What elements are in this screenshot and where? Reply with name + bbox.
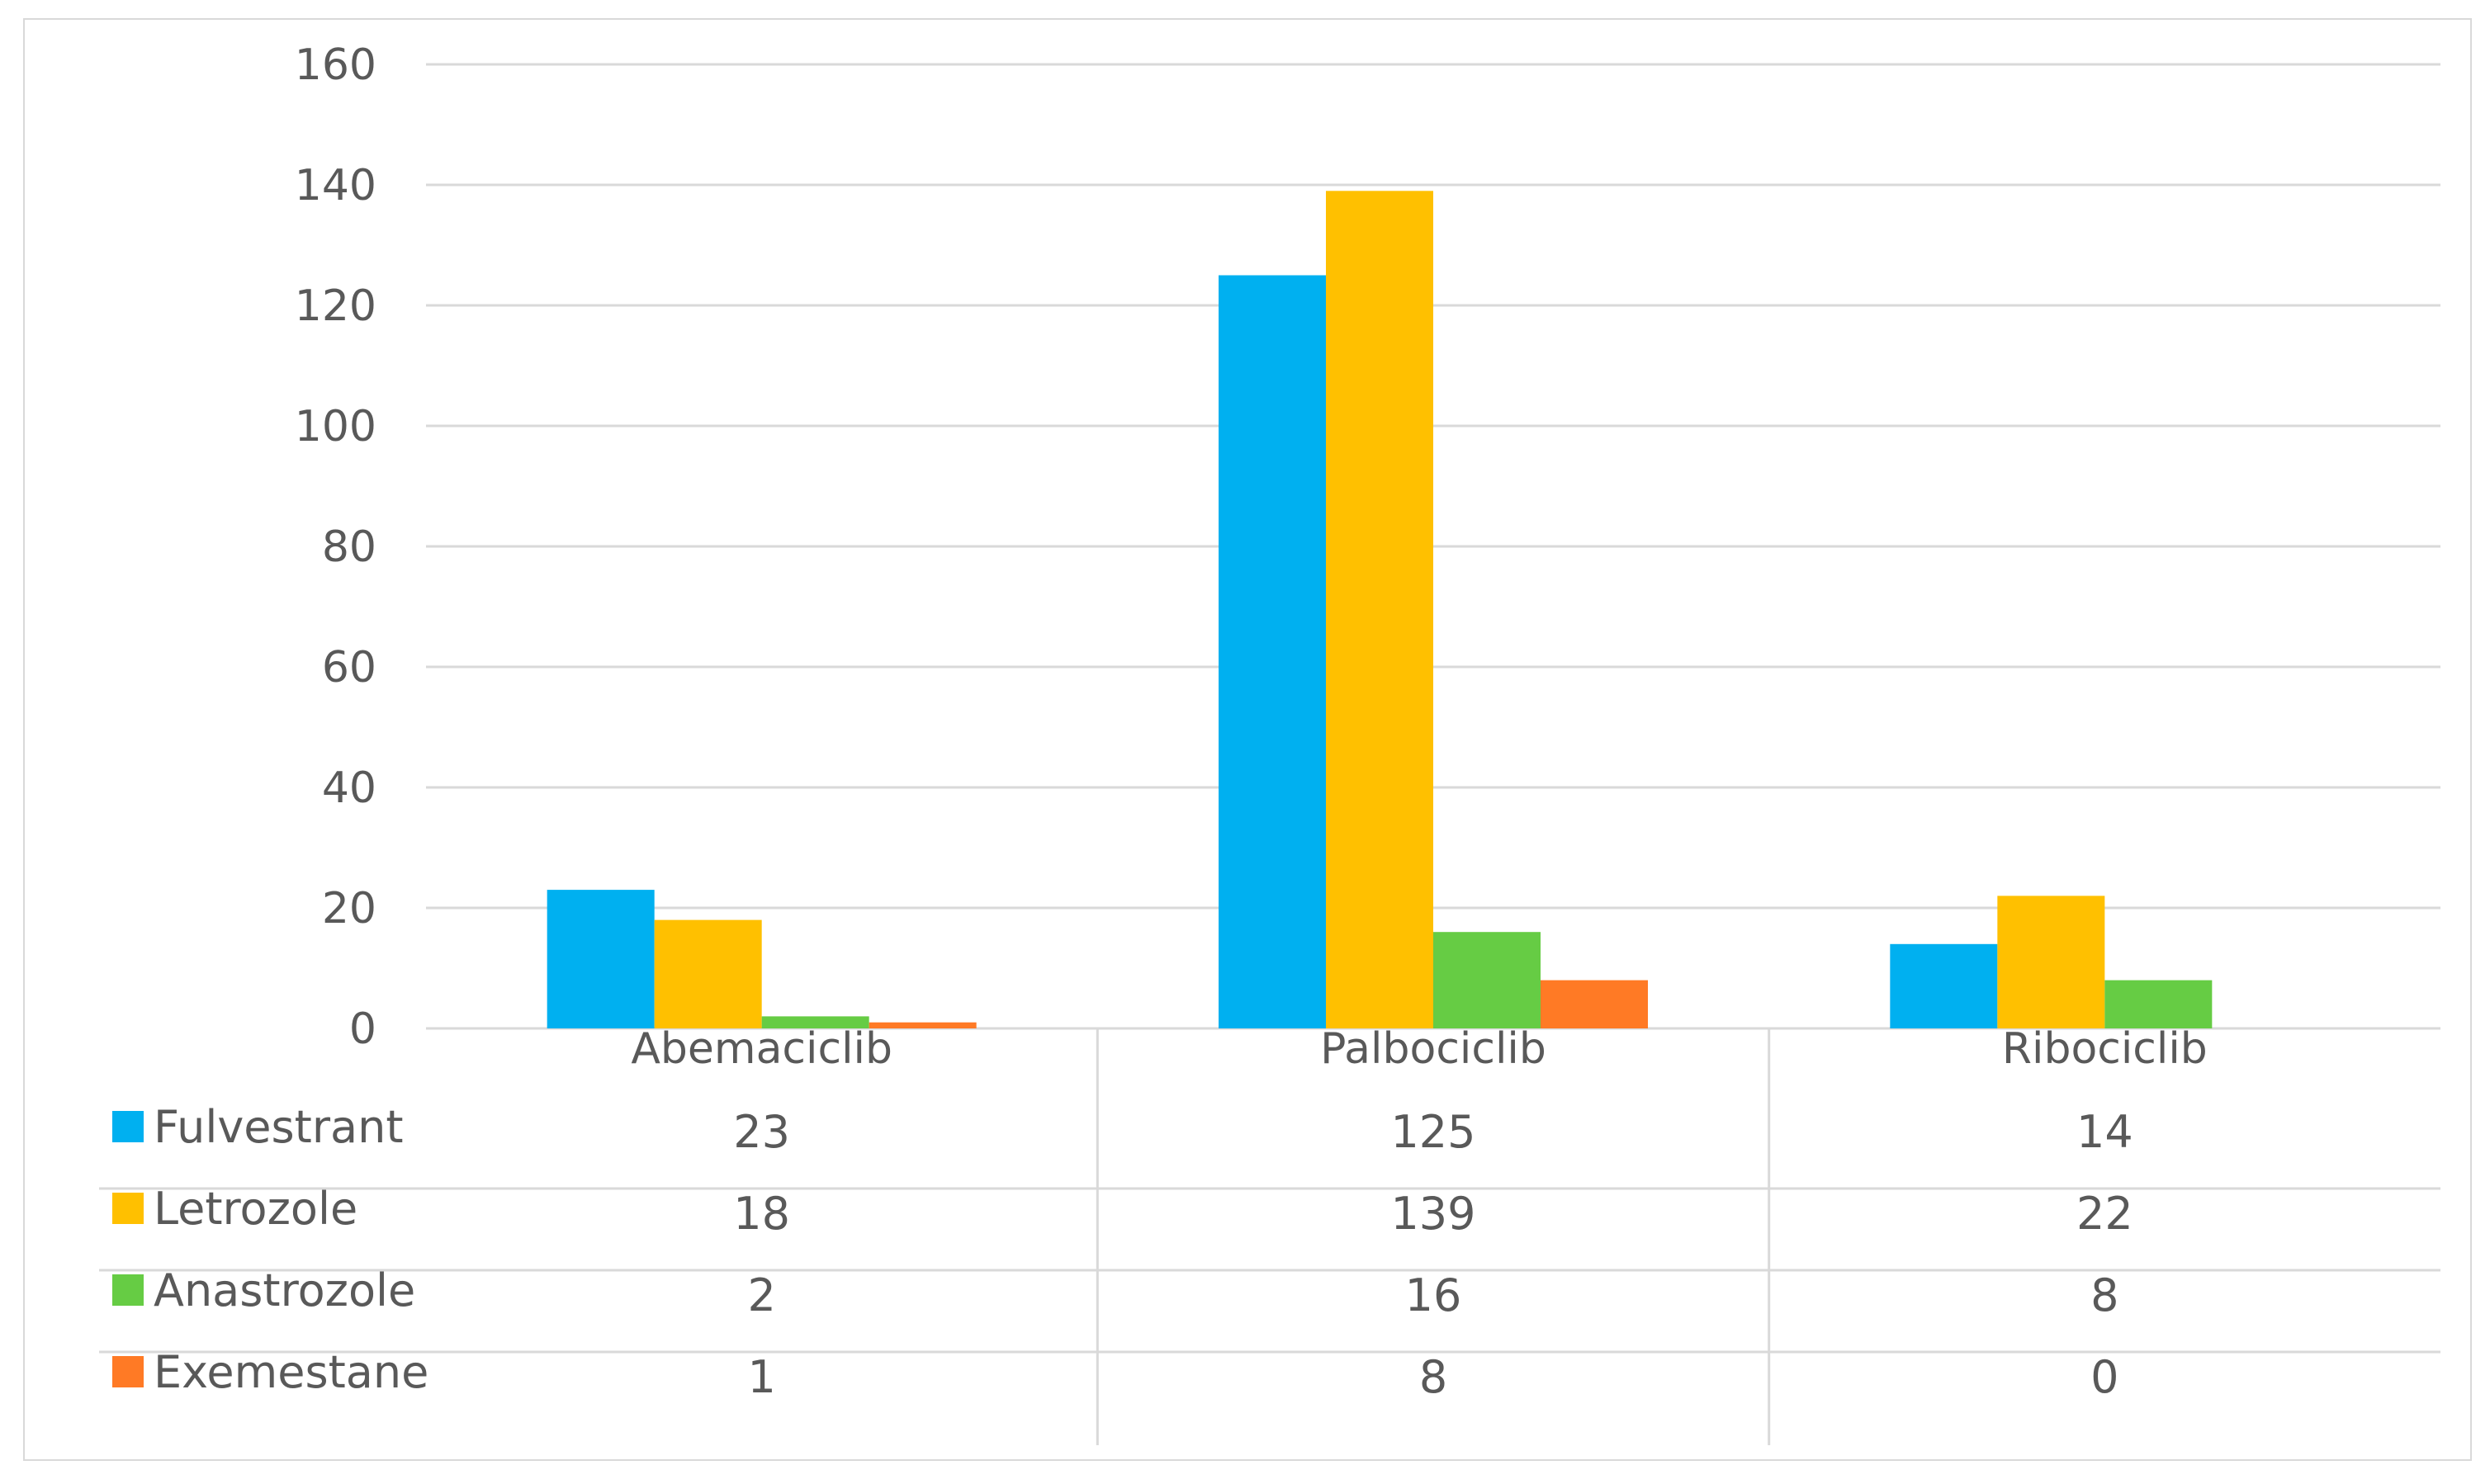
data-table: Abemaciclib Palbociclib Ribociclib Fulvestr… <box>99 1024 2440 1445</box>
category-label: Palbociclib <box>1320 1024 1546 1074</box>
y-axis: 0 20 40 60 80 100 120 140 160 <box>295 40 376 1054</box>
legend-swatch <box>112 1356 144 1387</box>
category-label: Ribociclib <box>2002 1024 2208 1074</box>
legend-swatch <box>112 1193 144 1224</box>
y-tick-label: 20 <box>322 884 376 933</box>
bar-fulvestrant-palbociclib <box>1219 275 1326 1028</box>
bar-fulvestrant-abemaciclib <box>547 890 655 1028</box>
y-tick-label: 60 <box>322 643 376 692</box>
bar-exemestane-palbociclib <box>1541 980 1648 1028</box>
data-cell: 22 <box>2076 1188 2133 1240</box>
y-tick-label: 160 <box>295 40 376 90</box>
bars <box>547 191 2213 1029</box>
bar-anastrozole-abemaciclib <box>761 1016 869 1028</box>
data-cell: 1 <box>747 1351 775 1403</box>
bar-letrozole-ribociclib <box>1997 896 2105 1028</box>
data-cell: 8 <box>1419 1351 1447 1403</box>
data-cell: 125 <box>1390 1106 1475 1158</box>
legend-label: Fulvestrant <box>154 1101 404 1153</box>
data-cell: 0 <box>2090 1351 2118 1403</box>
legend-label: Letrozole <box>154 1183 357 1235</box>
bar-anastrozole-ribociclib <box>2104 980 2213 1028</box>
data-cell: 16 <box>1405 1269 1462 1321</box>
y-tick-label: 0 <box>349 1004 376 1054</box>
legend-label: Anastrozole <box>154 1264 415 1316</box>
bar-anastrozole-palbociclib <box>1433 932 1541 1028</box>
category-label: Abemaciclib <box>631 1024 892 1074</box>
y-tick-label: 120 <box>295 281 376 331</box>
y-tick-label: 100 <box>295 402 376 451</box>
bar-letrozole-abemaciclib <box>654 919 762 1028</box>
bar-exemestane-abemaciclib <box>869 1022 977 1028</box>
data-cell: 23 <box>733 1106 790 1158</box>
data-cell: 139 <box>1390 1188 1475 1240</box>
y-tick-label: 140 <box>295 161 376 210</box>
legend-swatch <box>112 1111 144 1142</box>
legend-swatch <box>112 1274 144 1306</box>
data-cell: 18 <box>733 1188 790 1240</box>
data-cell: 8 <box>2090 1269 2118 1321</box>
data-cell: 2 <box>747 1269 775 1321</box>
y-tick-label: 80 <box>322 522 376 572</box>
data-cell: 14 <box>2076 1106 2133 1158</box>
y-tick-label: 40 <box>322 763 376 813</box>
bar-letrozole-palbociclib <box>1326 191 1433 1029</box>
bar-fulvestrant-ribociclib <box>1890 943 1998 1028</box>
legend-label: Exemestane <box>154 1346 428 1398</box>
